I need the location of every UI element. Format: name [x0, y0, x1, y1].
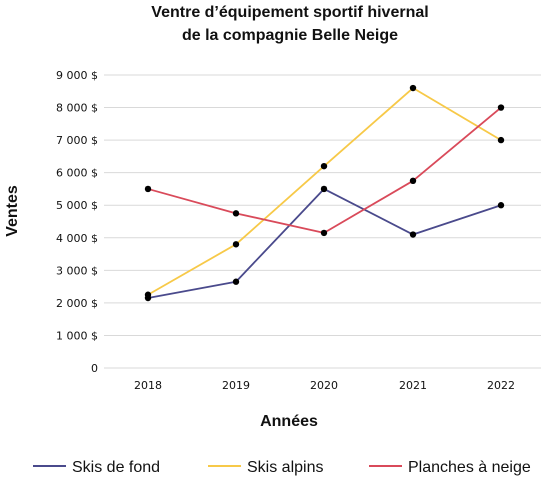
legend-item-1: Skis de fond — [33, 459, 160, 476]
gridlines — [104, 74, 541, 369]
x-axis-ticks: 2018 2019 2020 2021 2022 — [134, 379, 515, 392]
y-tick-label: 8 000 $ — [56, 102, 98, 115]
data-points — [144, 84, 505, 302]
y-tick-label: 3 000 $ — [56, 264, 98, 277]
x-axis-label: Années — [260, 413, 318, 430]
y-tick-label: 4 000 $ — [56, 232, 98, 245]
y-axis-label: Ventes — [4, 185, 21, 237]
data-point — [320, 185, 328, 193]
chart-title-line-2: de la compagnie Belle Neige — [182, 27, 398, 44]
series-line-3 — [147, 106, 502, 234]
data-point — [144, 185, 152, 193]
legend-label: Skis de fond — [72, 459, 160, 476]
series-lines — [147, 87, 502, 299]
x-tick-label: 2020 — [310, 379, 338, 392]
legend: Skis de fond Skis alpins Planches à neige — [33, 459, 531, 476]
data-point — [144, 291, 152, 298]
data-point — [497, 136, 505, 144]
x-tick-label: 2019 — [222, 379, 250, 392]
data-point — [232, 241, 240, 248]
y-tick-label: 2 000 $ — [56, 297, 98, 310]
chart-title-line-1: Ventre d’équipement sportif hivernal — [151, 4, 428, 21]
y-tick-label: 9 000 $ — [56, 69, 98, 82]
data-point — [409, 84, 417, 92]
y-tick-label: 7 000 $ — [56, 134, 98, 147]
data-point — [320, 162, 328, 170]
y-tick-label: 1 000 $ — [56, 329, 98, 342]
legend-label: Skis alpins — [247, 459, 323, 476]
data-point — [497, 202, 505, 209]
y-tick-label: 6 000 $ — [56, 167, 98, 180]
x-tick-label: 2022 — [487, 379, 515, 392]
data-point — [232, 210, 240, 217]
legend-label: Planches à neige — [408, 459, 531, 476]
data-point — [320, 229, 328, 237]
y-tick-label: 5 000 $ — [56, 199, 98, 212]
x-tick-label: 2018 — [134, 379, 162, 392]
data-point — [497, 104, 505, 111]
legend-item-2: Skis alpins — [208, 459, 323, 476]
y-tick-label: 0 — [91, 362, 98, 375]
data-point — [232, 278, 240, 285]
legend-item-3: Planches à neige — [369, 459, 531, 476]
y-axis-ticks: 0 1 000 $ 2 000 $ 3 000 $ 4 000 $ 5 000 $ 6 00… — [56, 69, 98, 375]
data-point — [409, 177, 417, 185]
x-tick-label: 2021 — [399, 379, 427, 392]
data-point — [409, 231, 417, 238]
